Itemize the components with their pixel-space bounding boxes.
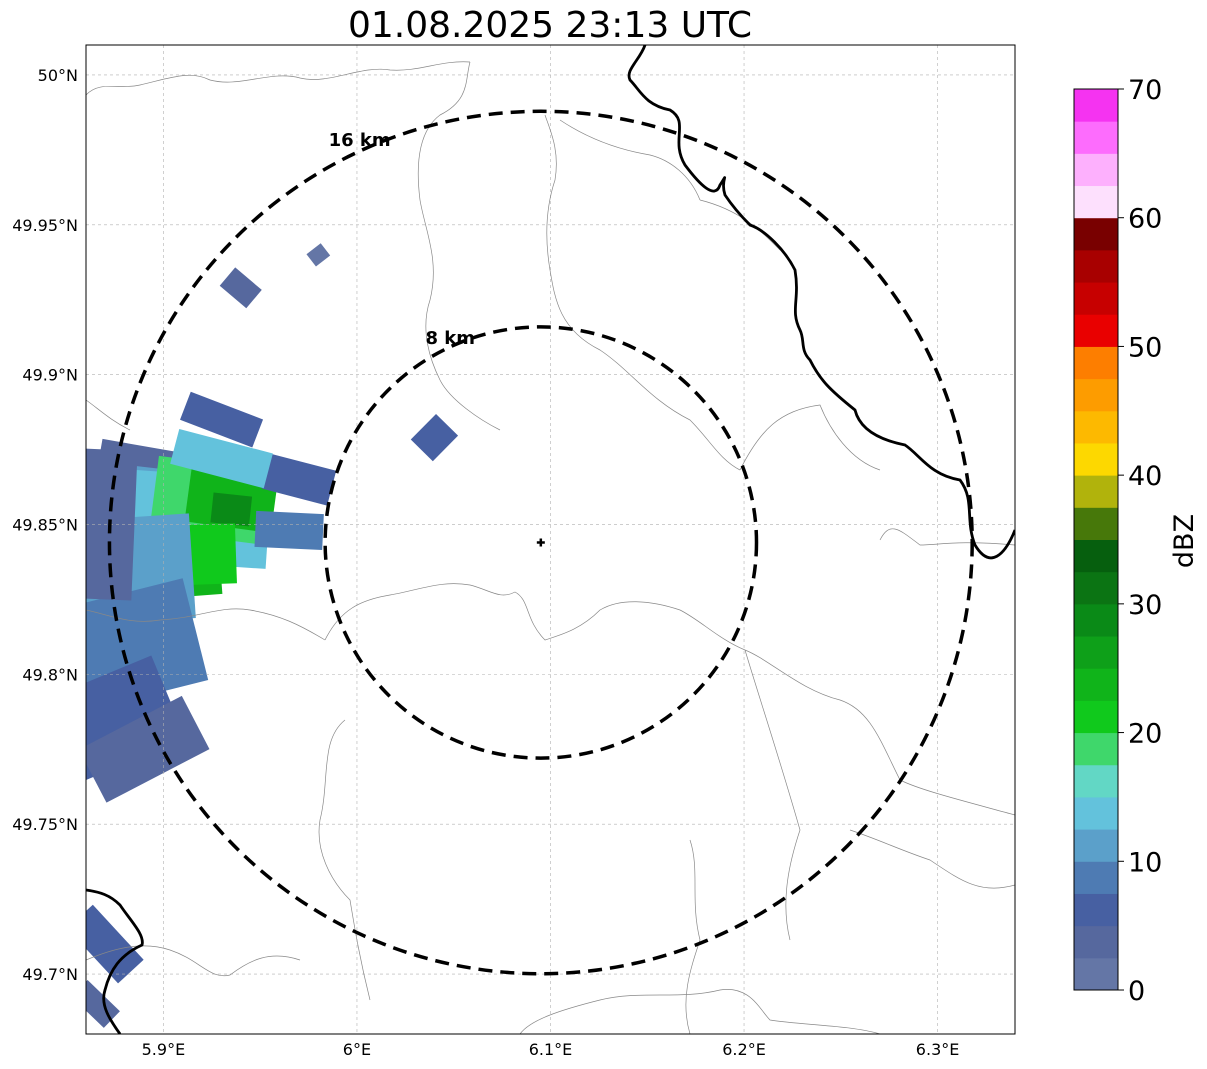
lon-tick-label: 6°E — [343, 1040, 371, 1059]
colorbar-segment — [1074, 249, 1118, 283]
lon-tick-label: 6.2°E — [722, 1040, 766, 1059]
echo-cell — [86, 695, 210, 803]
lat-tick-label: 49.75°N — [12, 815, 78, 834]
echo-cell — [219, 267, 262, 309]
colorbar-segment — [1074, 668, 1118, 701]
colorbar-segment — [1074, 957, 1118, 991]
lat-tick-label: 49.95°N — [12, 216, 78, 235]
map-area: 8 km 16 km — [86, 45, 1015, 1034]
colorbar-segment — [1074, 217, 1118, 251]
echo-cell — [306, 243, 331, 267]
colorbar-tick-label: 20 — [1128, 719, 1162, 750]
colorbar-segment — [1074, 314, 1118, 347]
axis-ticks: 5.9°E 6°E 6.1°E 6.2°E 6.3°E 50°N 49.95°N 49.9°N… — [12, 66, 959, 1059]
colorbar-tick-label: 10 — [1128, 847, 1162, 878]
range-ring — [323, 325, 759, 760]
colorbar-segment — [1074, 442, 1118, 476]
figure-title: 01.08.2025 23:13 UTC — [348, 5, 752, 46]
echo-cell — [170, 428, 273, 489]
colorbar-frame — [1073, 88, 1119, 991]
colorbar-segment — [1074, 764, 1118, 798]
echo-cell — [180, 391, 264, 448]
map-frame — [85, 44, 1016, 1035]
colorbar-segment — [1074, 410, 1118, 444]
colorbar: 0 10 20 30 40 50 60 70 — [1073, 75, 1162, 1007]
lat-tick-label: 49.85°N — [12, 516, 78, 535]
colorbar-segment — [1074, 571, 1118, 605]
echo-cell — [410, 413, 459, 462]
colorbar-segment — [1074, 507, 1118, 540]
range-rings: 8 km 16 km — [107, 109, 974, 976]
colorbar-segment — [1074, 282, 1118, 315]
colorbar-segment — [1074, 539, 1118, 573]
colorbar-segment — [1074, 829, 1118, 862]
lat-tick-label: 49.9°N — [22, 366, 78, 385]
colorbar-tick-label: 50 — [1128, 332, 1162, 363]
reflectivity-layer — [86, 243, 459, 1028]
echo-cell — [261, 453, 337, 506]
lon-tick-label: 6.1°E — [529, 1040, 573, 1059]
echo-cell — [254, 510, 324, 551]
colorbar-segment — [1074, 89, 1118, 122]
colorbar-tick-label: 60 — [1128, 204, 1162, 235]
echo-cell — [210, 492, 253, 527]
colorbar-tick-label: 40 — [1128, 461, 1162, 492]
colorbar-segment — [1074, 636, 1118, 669]
lat-tick-label: 49.7°N — [22, 965, 78, 984]
colorbar-tick-label: 0 — [1128, 976, 1145, 1007]
lon-tick-label: 5.9°E — [142, 1040, 186, 1059]
radar-site-marker — [536, 538, 545, 547]
range-ring — [107, 109, 974, 976]
lon-tick-label: 6.3°E — [916, 1040, 960, 1059]
colorbar-segment — [1074, 603, 1118, 637]
range-ring-label: 8 km — [425, 328, 475, 349]
colorbar-segment — [1074, 185, 1118, 219]
colorbar-segment — [1074, 153, 1118, 187]
colorbar-segment — [1074, 893, 1118, 927]
colorbar-segment — [1074, 700, 1118, 734]
range-ring-label: 16 km — [329, 130, 391, 151]
colorbar-tick-label: 30 — [1128, 590, 1162, 621]
colorbar-segment — [1074, 378, 1118, 412]
echo-cell — [86, 578, 209, 711]
colorbar-segment — [1074, 346, 1118, 380]
colorbar-segment — [1074, 732, 1118, 766]
colorbar-segment — [1074, 861, 1118, 894]
lat-tick-label: 49.8°N — [22, 665, 78, 684]
colorbar-tick-label: 70 — [1128, 75, 1162, 106]
colorbar-segment — [1074, 475, 1118, 508]
lat-tick-label: 50°N — [38, 66, 78, 85]
colorbar-segment — [1074, 121, 1118, 154]
national-borders — [86, 45, 1015, 1034]
colorbar-segment — [1074, 796, 1118, 830]
colorbar-label: dBZ — [1169, 514, 1200, 568]
gridlines — [86, 45, 1015, 1034]
colorbar-segment — [1074, 925, 1118, 959]
